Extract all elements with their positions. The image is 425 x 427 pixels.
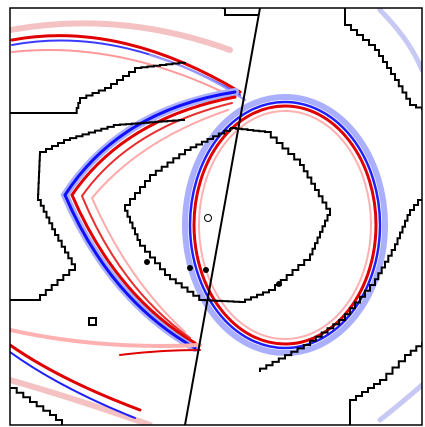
wave-red-faint	[11, 48, 236, 99]
contour-line	[222, 8, 258, 16]
faint-wave	[377, 8, 422, 73]
contour-line	[10, 387, 63, 425]
wave-red-faint	[10, 328, 202, 348]
receiver	[144, 259, 150, 265]
contour-line	[124, 127, 331, 303]
wave-blue	[10, 351, 136, 419]
contour-line	[259, 199, 422, 372]
chevron-red	[70, 95, 237, 345]
contours	[10, 8, 422, 425]
faint-wave	[377, 382, 422, 423]
contour-line	[10, 61, 186, 114]
fault-line	[184, 7, 261, 426]
wave-red	[10, 34, 242, 94]
ring-red-faint	[198, 110, 372, 340]
ring-red	[192, 104, 378, 346]
chevron-blue	[63, 90, 237, 350]
wave-red	[10, 343, 142, 412]
contour-line	[344, 8, 422, 110]
wavefronts	[10, 8, 422, 425]
contour-line	[349, 342, 422, 425]
source	[204, 214, 212, 222]
chevron-red-2	[80, 102, 233, 339]
chevron-faint	[90, 109, 229, 333]
receiver	[203, 267, 209, 273]
frame	[9, 7, 423, 426]
faint-wave	[10, 377, 153, 425]
wave-red	[119, 349, 201, 356]
receiver	[276, 281, 282, 287]
contour-line	[10, 119, 185, 301]
small-contour	[88, 317, 97, 326]
ring-blue	[188, 100, 382, 350]
faint-wave	[10, 20, 233, 53]
ring-halo	[182, 94, 388, 356]
receiver	[187, 265, 193, 271]
